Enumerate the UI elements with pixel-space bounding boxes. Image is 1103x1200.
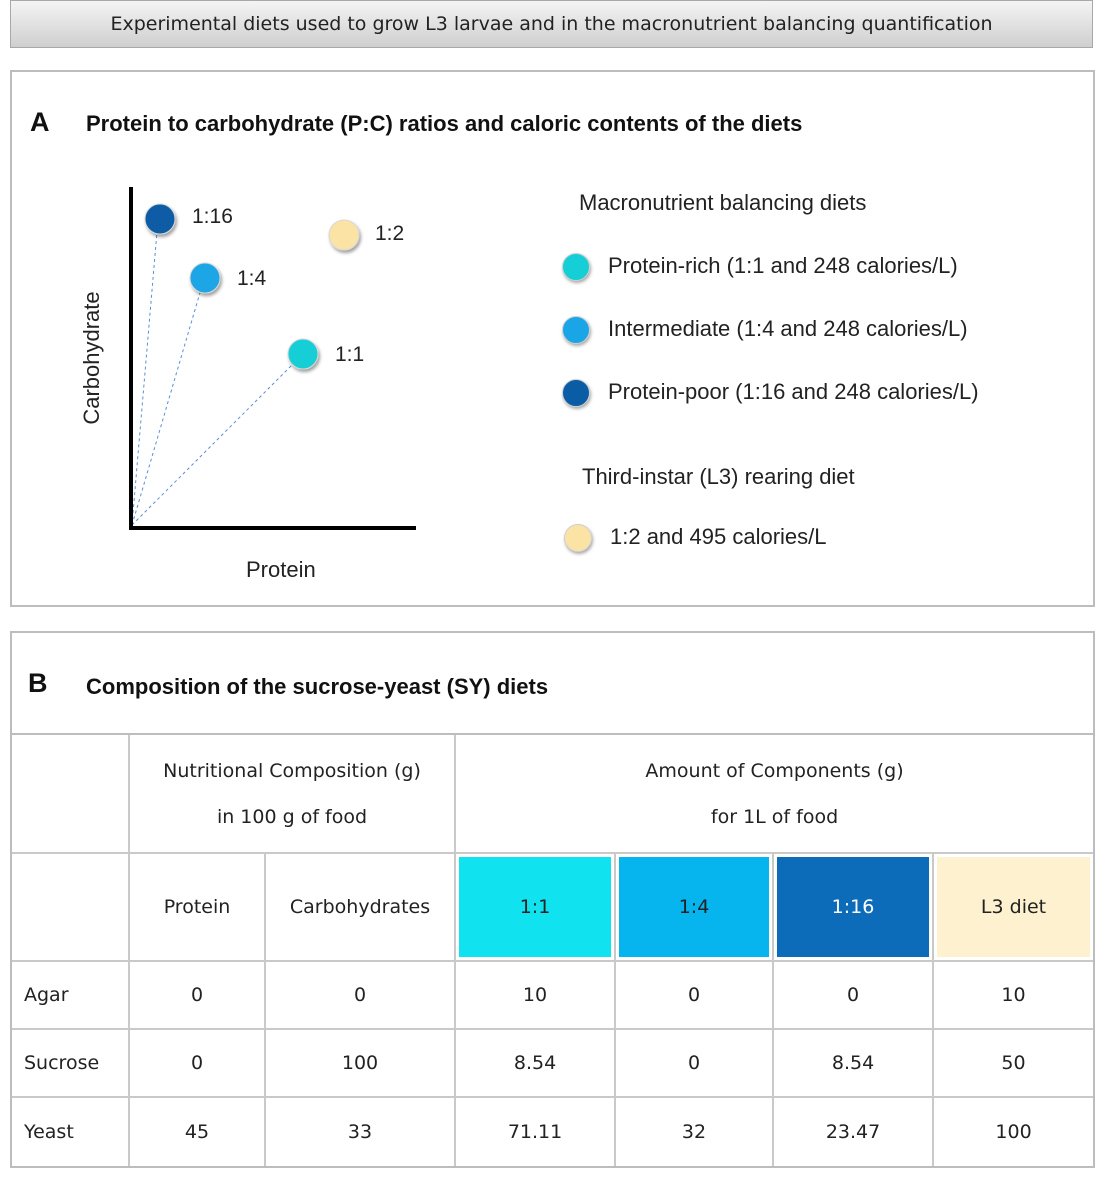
table-row: Sucrose 0 100 8.54 0 8.54 50 xyxy=(12,1028,1094,1098)
row-name: Yeast xyxy=(12,1096,130,1166)
figure-title: Experimental diets used to grow L3 larva… xyxy=(10,0,1093,48)
group-header-nutritional: Nutritional Composition (g) in 100 g of … xyxy=(127,735,457,854)
table-cell: 33 xyxy=(263,1096,457,1166)
legend-swatch xyxy=(562,253,590,281)
panel-a-heading: Protein to carbohydrate (P:C) ratios and… xyxy=(86,111,803,136)
point-label: 1:16 xyxy=(192,205,233,228)
ratio-line-1-1 xyxy=(131,354,303,526)
table-cell: 8.54 xyxy=(454,1028,617,1098)
panel-b-letter: B xyxy=(28,668,48,698)
table-row: Yeast 45 33 71.11 32 23.47 100 xyxy=(12,1096,1094,1166)
point-label: 1:1 xyxy=(335,343,365,366)
legend-item: Protein-poor (1:16 and 248 calories/L) xyxy=(562,378,979,408)
legend-text: Protein-poor (1:16 and 248 calories/L) xyxy=(608,379,979,404)
row-name: Agar xyxy=(12,960,130,1030)
point-1-2 xyxy=(328,219,360,251)
table-cell: 8.54 xyxy=(772,1028,935,1098)
legend-text: Protein-rich (1:1 and 248 calories/L) xyxy=(608,253,958,278)
legend-text: Intermediate (1:4 and 248 calories/L) xyxy=(608,316,968,341)
column-header: Protein xyxy=(128,852,266,962)
panel-b: B Composition of the sucrose-yeast (SY) … xyxy=(10,631,1095,1168)
y-axis-label: Carbohydrate xyxy=(79,291,104,425)
table-cell: 45 xyxy=(128,1096,266,1166)
table-corner xyxy=(12,852,130,962)
composition-table: Nutritional Composition (g) in 100 g of … xyxy=(12,735,1094,1166)
legend-item: 1:2 and 495 calories/L xyxy=(564,523,827,553)
pc-ratio-plot xyxy=(129,187,416,530)
table-cell: 0 xyxy=(614,1028,775,1098)
point-1-4 xyxy=(189,262,221,294)
group-header-amount: Amount of Components (g) for 1L of food xyxy=(454,735,1094,854)
table-cell: 71.11 xyxy=(454,1096,617,1166)
point-label: 1:4 xyxy=(237,267,267,290)
ratio-line-1-4 xyxy=(131,278,205,526)
table-cell: 23.47 xyxy=(772,1096,935,1166)
column-header-diet: L3 diet xyxy=(932,852,1094,962)
legend-swatch xyxy=(562,379,590,407)
table-cell: 50 xyxy=(932,1028,1094,1098)
table-cell: 0 xyxy=(772,960,935,1030)
legend-text: 1:2 and 495 calories/L xyxy=(610,524,827,549)
panel-a-letter: A xyxy=(30,107,50,137)
table-cell: 32 xyxy=(614,1096,775,1166)
table-cell: 100 xyxy=(932,1096,1094,1166)
table-cell: 0 xyxy=(128,1028,266,1098)
table-corner xyxy=(12,735,130,854)
point-label: 1:2 xyxy=(375,222,405,245)
ratio-line-1-16 xyxy=(131,219,159,526)
panel-b-heading: Composition of the sucrose-yeast (SY) di… xyxy=(86,674,549,699)
column-header: Carbohydrates xyxy=(263,852,457,962)
point-1-16 xyxy=(144,203,176,235)
legend-title-l3: Third-instar (L3) rearing diet xyxy=(582,464,855,489)
table-cell: 0 xyxy=(128,960,266,1030)
legend-swatch xyxy=(562,316,590,344)
x-axis-label: Protein xyxy=(246,557,316,582)
legend-title-balancing: Macronutrient balancing diets xyxy=(579,190,867,215)
panel-a: A Protein to carbohydrate (P:C) ratios a… xyxy=(10,70,1095,607)
legend-swatch xyxy=(564,524,592,552)
column-header-diet: 1:4 xyxy=(614,852,775,962)
panel-b-header: B Composition of the sucrose-yeast (SY) … xyxy=(12,633,1093,735)
column-header-diet: 1:1 xyxy=(454,852,617,962)
legend-item: Intermediate (1:4 and 248 calories/L) xyxy=(562,315,968,345)
table-cell: 10 xyxy=(932,960,1094,1030)
legend-item: Protein-rich (1:1 and 248 calories/L) xyxy=(562,252,958,282)
row-name: Sucrose xyxy=(12,1028,130,1098)
column-header-diet: 1:16 xyxy=(772,852,935,962)
point-1-1 xyxy=(287,338,319,370)
table-cell: 10 xyxy=(454,960,617,1030)
table-cell: 0 xyxy=(614,960,775,1030)
table-cell: 0 xyxy=(263,960,457,1030)
table-cell: 100 xyxy=(263,1028,457,1098)
table-row: Agar 0 0 10 0 0 10 xyxy=(12,960,1094,1030)
